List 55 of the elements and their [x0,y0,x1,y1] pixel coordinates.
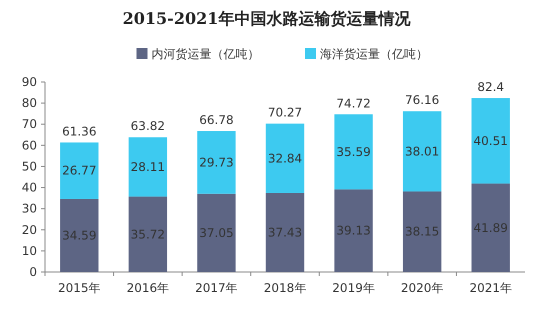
data-label: 26.77 [62,164,96,178]
y-tick-label: 40 [22,180,37,195]
bar [60,198,98,272]
data-label: 28.11 [130,160,166,174]
x-tick-label: 2021年 [469,281,512,295]
x-tick-label: 2020年 [400,281,444,295]
data-label: 37.43 [268,225,302,240]
chart-title: 2015-2021年中国水路运输货运量情况 [122,9,412,28]
y-tick-label: 60 [22,138,37,152]
bar [472,98,510,184]
data-label: 29.73 [199,155,234,170]
total-label: 74.72 [336,96,371,110]
bar [402,111,442,192]
bar [266,192,304,272]
bar [197,131,236,194]
x-tick-label: 2018年 [264,281,306,295]
legend-label: 内河货运量（亿吨） [152,47,260,61]
y-tick-label: 20 [22,222,37,237]
data-label: 35.59 [336,144,371,159]
x-tick-label: 2017年 [195,281,238,295]
bar [472,184,510,272]
data-label: 34.59 [62,228,96,242]
bar [334,189,373,272]
x-tick-label: 2015年 [58,281,101,295]
data-label: 40.51 [474,134,508,148]
data-label: 38.15 [404,224,440,239]
total-label: 66.78 [199,113,234,128]
data-label: 41.89 [474,220,508,235]
legend-label: 海洋货运量（亿吨） [320,47,428,61]
total-label: 63.82 [130,119,166,134]
bar [334,114,373,190]
y-tick-label: 70 [22,117,37,132]
y-tick-label: 80 [22,96,37,110]
y-tick-label: 50 [22,159,37,174]
bar [128,196,168,272]
total-label: 70.27 [268,106,302,120]
total-label: 61.36 [62,124,96,138]
bar [128,137,168,197]
y-tick-label: 10 [22,244,37,258]
total-label: 76.16 [404,93,440,108]
bar [197,194,236,272]
x-tick-label: 2019年 [332,281,375,295]
data-label: 38.01 [404,144,440,158]
y-tick-label: 30 [22,202,37,216]
bar [266,124,304,193]
data-label: 32.84 [268,151,302,166]
bar [60,142,98,199]
x-tick-label: 2016年 [126,281,170,295]
y-tick-label: 90 [22,75,37,89]
data-label: 37.05 [199,226,234,240]
bar [402,191,442,272]
data-label: 35.72 [130,227,166,242]
y-tick-label: 0 [29,265,37,279]
data-label: 39.13 [336,224,371,238]
total-label: 82.4 [477,80,504,94]
